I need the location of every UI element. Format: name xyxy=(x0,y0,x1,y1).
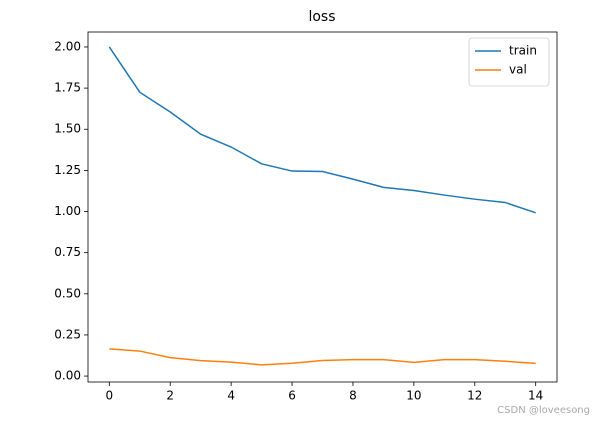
legend-label: val xyxy=(509,63,527,77)
x-tick-label: 14 xyxy=(528,389,543,403)
y-tick-label: 1.75 xyxy=(54,81,81,95)
x-tick-label: 4 xyxy=(227,389,235,403)
y-tick-label: 1.00 xyxy=(54,204,81,218)
y-tick-label: 2.00 xyxy=(54,39,81,53)
legend-box xyxy=(468,37,550,87)
watermark: CSDN @loveesong xyxy=(497,405,590,416)
y-tick-label: 0.25 xyxy=(54,327,81,341)
x-tick-label: 8 xyxy=(349,389,357,403)
line-series xyxy=(109,348,536,366)
y-tick-label: 1.25 xyxy=(54,163,81,177)
y-tick-label: 0.75 xyxy=(54,245,81,259)
x-tick-label: 0 xyxy=(105,389,113,403)
y-tick-label: 1.50 xyxy=(54,122,81,136)
x-tick-label: 6 xyxy=(288,389,296,403)
x-tick-label: 2 xyxy=(166,389,174,403)
y-tick-label: 0.00 xyxy=(54,369,81,383)
x-tick-label: 12 xyxy=(467,389,482,403)
chart-title: loss xyxy=(308,9,335,25)
legend-label: train xyxy=(509,44,537,58)
y-tick-label: 0.50 xyxy=(54,286,81,300)
line-series xyxy=(108,46,536,214)
x-tick-label: 10 xyxy=(406,389,421,403)
plot-frame xyxy=(87,31,558,383)
